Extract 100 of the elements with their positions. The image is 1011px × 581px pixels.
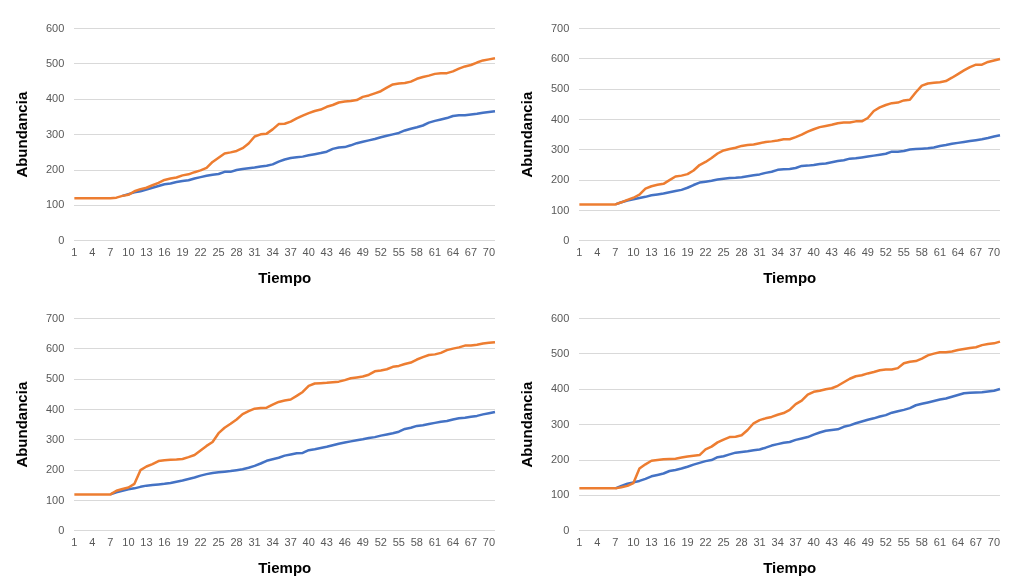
x-tick-label: 52	[374, 536, 387, 549]
x-tick-label: 28	[230, 246, 243, 259]
x-tick-label: 22	[194, 246, 207, 259]
x-tick-label: 34	[771, 246, 784, 259]
x-tick-label: 40	[302, 246, 315, 259]
x-tick-label: 25	[212, 536, 225, 549]
x-tick-label: 70	[987, 246, 1001, 259]
y-tick-label: 400	[550, 382, 570, 395]
x-tick-label: 67	[969, 246, 983, 259]
x-tick-label: 16	[158, 246, 171, 259]
x-tick-label: 61	[428, 246, 442, 259]
y-tick-label: 500	[45, 57, 65, 69]
y-tick-label: 200	[45, 463, 65, 476]
x-tick-label: 67	[464, 536, 478, 549]
y-axis-title: Abundancia	[518, 91, 536, 178]
x-tick-label: 1	[71, 246, 78, 259]
y-tick-label: 600	[550, 311, 570, 324]
x-tick-label: 52	[879, 536, 892, 549]
y-tick-label: 500	[550, 82, 570, 95]
x-tick-label: 46	[338, 536, 351, 549]
y-tick-label: 300	[45, 127, 65, 140]
y-tick-label: 0	[58, 523, 65, 536]
y-tick-label: 600	[550, 51, 570, 64]
x-tick-label: 61	[428, 536, 442, 549]
x-tick-label: 7	[107, 536, 114, 549]
x-tick-label: 37	[789, 536, 802, 549]
x-axis-title: Tiempo	[763, 269, 817, 287]
x-tick-label: 22	[699, 536, 712, 549]
x-tick-label: 70	[482, 246, 496, 259]
x-tick-label: 19	[681, 536, 694, 549]
x-tick-label: 55	[897, 246, 910, 259]
x-tick-label: 34	[266, 536, 279, 549]
y-axis-title: Abundancia	[13, 91, 31, 178]
y-tick-label: 100	[550, 488, 570, 501]
y-tick-label: 700	[550, 21, 570, 34]
x-tick-label: 25	[212, 246, 225, 259]
y-tick-label: 100	[45, 198, 65, 211]
x-tick-label: 4	[594, 536, 601, 549]
x-tick-label: 49	[861, 536, 874, 549]
y-axis-title: Abundancia	[13, 381, 31, 468]
x-tick-label: 55	[392, 536, 405, 549]
x-tick-label: 49	[356, 246, 369, 259]
x-tick-label: 58	[410, 536, 423, 549]
y-tick-label: 600	[45, 21, 65, 34]
x-tick-label: 19	[681, 246, 694, 259]
x-tick-label: 64	[951, 246, 965, 259]
x-tick-label: 7	[612, 246, 619, 259]
x-tick-label: 58	[915, 246, 928, 259]
x-tick-label: 55	[897, 536, 910, 549]
x-tick-label: 1	[71, 536, 78, 549]
x-tick-label: 19	[176, 536, 189, 549]
x-tick-label: 67	[969, 536, 983, 549]
x-tick-label: 19	[176, 246, 189, 259]
x-tick-label: 31	[248, 246, 261, 259]
y-tick-label: 400	[45, 402, 65, 415]
x-tick-label: 28	[735, 536, 748, 549]
y-tick-label: 700	[45, 311, 65, 324]
x-tick-label: 58	[915, 536, 928, 549]
x-tick-label: 1	[576, 246, 583, 259]
x-tick-label: 34	[771, 536, 784, 549]
x-tick-label: 16	[663, 246, 676, 259]
x-axis-title: Tiempo	[763, 559, 817, 577]
x-tick-label: 43	[320, 246, 333, 259]
x-tick-label: 10	[122, 536, 135, 549]
y-tick-label: 0	[563, 523, 570, 536]
x-tick-label: 46	[843, 246, 856, 259]
x-tick-label: 52	[879, 246, 892, 259]
x-tick-label: 22	[699, 246, 712, 259]
x-tick-label: 10	[627, 536, 640, 549]
y-tick-label: 500	[45, 372, 65, 385]
x-tick-label: 16	[663, 536, 676, 549]
x-tick-label: 10	[627, 246, 640, 259]
y-tick-label: 400	[550, 112, 570, 125]
x-tick-label: 25	[717, 536, 730, 549]
y-tick-label: 300	[550, 142, 570, 155]
x-tick-label: 49	[861, 246, 874, 259]
x-tick-label: 16	[158, 536, 171, 549]
x-tick-label: 43	[825, 246, 838, 259]
x-tick-label: 4	[89, 536, 96, 549]
x-axis-title: Tiempo	[258, 269, 312, 287]
x-tick-label: 52	[374, 246, 387, 259]
x-tick-label: 58	[410, 246, 423, 259]
x-tick-label: 31	[248, 536, 261, 549]
x-tick-label: 31	[753, 536, 766, 549]
x-tick-label: 28	[230, 536, 243, 549]
y-tick-label: 100	[45, 493, 65, 506]
x-axis-title: Tiempo	[258, 559, 312, 577]
y-tick-label: 300	[45, 432, 65, 445]
y-tick-label: 0	[563, 233, 570, 246]
x-tick-label: 70	[987, 536, 1001, 549]
x-tick-label: 22	[194, 536, 207, 549]
x-tick-label: 1	[576, 536, 583, 549]
x-tick-label: 7	[107, 246, 114, 259]
x-tick-label: 67	[464, 246, 478, 259]
x-tick-label: 40	[807, 536, 820, 549]
y-tick-label: 0	[58, 233, 65, 246]
x-tick-label: 43	[320, 536, 333, 549]
x-tick-label: 37	[284, 536, 297, 549]
x-tick-label: 37	[284, 246, 297, 259]
y-tick-label: 400	[45, 92, 65, 105]
